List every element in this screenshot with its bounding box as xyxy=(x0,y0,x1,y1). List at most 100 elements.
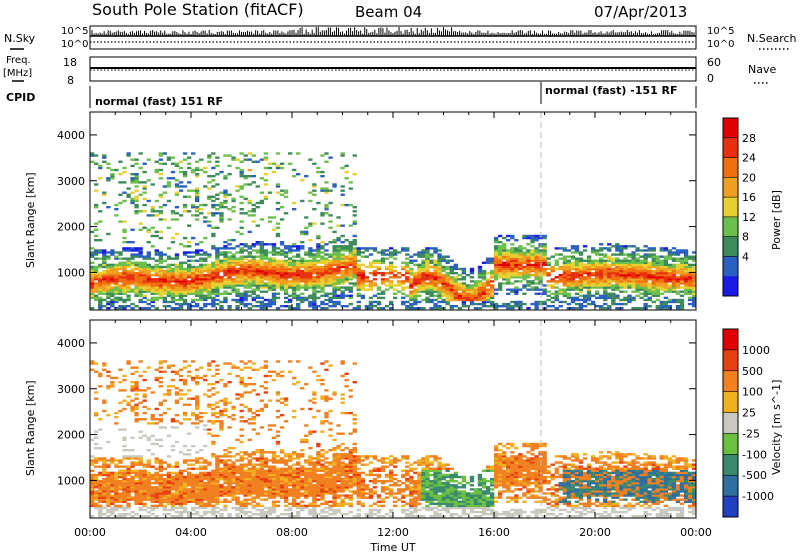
velocity-cell xyxy=(90,502,95,505)
velocity-cell xyxy=(203,513,208,516)
power-cell xyxy=(158,253,164,256)
velocity-cell xyxy=(130,463,135,466)
power-cell xyxy=(494,257,499,260)
power-cell xyxy=(469,272,475,275)
power-cell xyxy=(586,267,592,271)
power-cell xyxy=(292,175,297,178)
power-cell xyxy=(195,218,200,221)
power-cell xyxy=(215,302,220,306)
power-cell xyxy=(219,300,224,304)
power-cell xyxy=(409,267,414,271)
power-cell xyxy=(687,282,693,285)
power-cell xyxy=(235,263,240,267)
velocity-cell xyxy=(106,504,111,508)
power-cell xyxy=(227,272,232,275)
velocity-cell xyxy=(162,461,168,464)
power-cell xyxy=(332,278,337,281)
power-cell xyxy=(320,272,325,275)
power-cell xyxy=(340,261,345,264)
velocity-cell xyxy=(130,387,135,390)
power-cell xyxy=(554,282,559,285)
power-cell xyxy=(663,265,669,269)
power-cell xyxy=(174,288,180,291)
velocity-cell xyxy=(211,506,216,510)
velocity-cell xyxy=(98,490,103,493)
power-cell xyxy=(170,292,176,295)
power-cell xyxy=(578,265,584,269)
power-cell xyxy=(211,290,216,293)
power-cell xyxy=(510,255,515,258)
velocity-cell xyxy=(114,471,119,475)
power-cell xyxy=(292,259,297,262)
power-cell xyxy=(102,282,107,285)
power-cell xyxy=(243,249,248,252)
power-cell xyxy=(421,307,426,310)
power-cell xyxy=(255,278,260,281)
velocity-cell xyxy=(134,381,139,384)
power-cell xyxy=(401,249,406,252)
power-cell xyxy=(134,195,139,198)
power-cell xyxy=(615,249,620,252)
power-cell xyxy=(360,251,366,254)
power-cell xyxy=(312,290,317,293)
velocity-cell xyxy=(182,498,188,501)
power-cell xyxy=(223,263,228,267)
power-cell xyxy=(251,261,256,264)
power-cell xyxy=(635,257,640,260)
power-cell xyxy=(344,170,349,174)
velocity-cell xyxy=(98,459,103,462)
power-cell xyxy=(251,305,256,308)
velocity-cell xyxy=(122,449,127,452)
velocity-cell xyxy=(187,492,192,495)
power-cell xyxy=(473,302,479,306)
power-cell xyxy=(154,230,159,234)
velocity-cell xyxy=(110,513,115,516)
power-cell xyxy=(292,267,297,271)
velocity-cell xyxy=(146,492,151,495)
power-cell xyxy=(522,236,527,240)
power-cell xyxy=(445,298,450,302)
power-cell xyxy=(195,160,200,163)
velocity-cell xyxy=(178,469,184,472)
power-cell xyxy=(635,269,640,273)
power-cell xyxy=(142,288,147,291)
power-cell xyxy=(663,296,669,300)
power-cell xyxy=(243,175,248,178)
power-cell xyxy=(671,276,677,279)
velocity-cell xyxy=(122,465,127,468)
velocity-cell xyxy=(199,496,204,499)
velocity-cell xyxy=(138,490,143,493)
power-cell xyxy=(243,294,248,297)
power-cell xyxy=(340,193,345,196)
power-cell xyxy=(263,152,269,155)
power-cell xyxy=(631,284,636,287)
velocity-cell xyxy=(158,370,164,373)
velocity-cell xyxy=(90,368,95,371)
power-cell xyxy=(170,236,176,240)
velocity-cell xyxy=(162,492,168,495)
power-cell xyxy=(586,274,592,277)
velocity-cell xyxy=(90,475,95,479)
power-cell xyxy=(215,251,220,254)
nsky-traces xyxy=(89,27,696,43)
power-cell xyxy=(227,243,232,246)
power-cell xyxy=(445,265,450,269)
power-cell xyxy=(207,296,212,300)
power-cell xyxy=(631,253,636,256)
velocity-cell xyxy=(170,420,176,423)
power-cell xyxy=(574,284,580,287)
power-cell xyxy=(275,191,281,194)
power-cell xyxy=(191,214,196,217)
power-cell xyxy=(655,290,660,293)
power-cell xyxy=(187,245,192,248)
power-cell xyxy=(457,286,462,289)
power-cell xyxy=(150,286,155,289)
velocity-cell xyxy=(90,360,95,363)
power-cell xyxy=(296,294,301,297)
power-cell xyxy=(235,298,240,302)
velocity-cell xyxy=(102,471,107,475)
power-cell xyxy=(384,249,390,252)
power-cell xyxy=(627,276,632,279)
power-cell xyxy=(506,259,511,262)
power-cell xyxy=(332,288,337,291)
